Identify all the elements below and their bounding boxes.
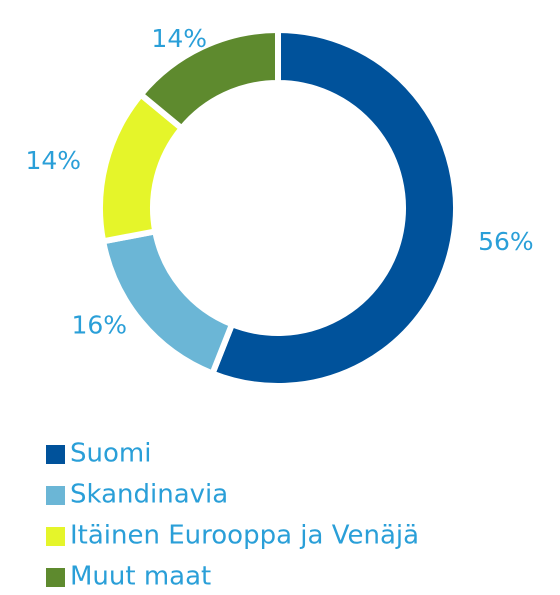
legend-swatch xyxy=(46,486,65,505)
legend-swatch xyxy=(46,445,65,464)
legend-swatch xyxy=(46,568,65,587)
data-label: 56% xyxy=(478,227,534,256)
donut-segment xyxy=(208,26,459,389)
legend-label: Suomi xyxy=(70,439,151,469)
data-label: 14% xyxy=(25,146,81,175)
donut-segment xyxy=(136,26,281,133)
data-label: 16% xyxy=(71,310,127,339)
legend-label: Skandinavia xyxy=(70,480,228,510)
donut-segment xyxy=(99,227,236,378)
data-label: 14% xyxy=(151,24,207,53)
legend-label: Itäinen Eurooppa ja Venäjä xyxy=(70,521,419,551)
legend-label: Muut maat xyxy=(70,562,211,592)
legend-swatch xyxy=(46,527,65,546)
